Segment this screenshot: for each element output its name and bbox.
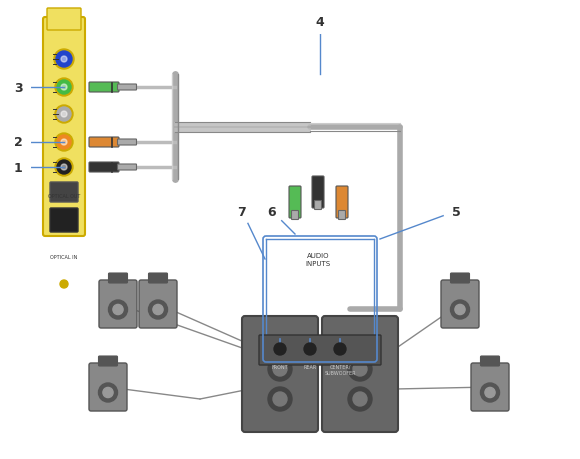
Circle shape <box>148 300 168 319</box>
FancyBboxPatch shape <box>441 280 479 328</box>
Circle shape <box>54 50 74 70</box>
FancyBboxPatch shape <box>451 274 469 283</box>
FancyBboxPatch shape <box>336 187 348 218</box>
Circle shape <box>268 387 292 411</box>
FancyBboxPatch shape <box>148 274 168 283</box>
Circle shape <box>260 200 284 224</box>
FancyBboxPatch shape <box>118 165 136 171</box>
FancyBboxPatch shape <box>139 280 177 328</box>
Circle shape <box>304 343 316 355</box>
Circle shape <box>113 305 123 315</box>
FancyBboxPatch shape <box>50 183 78 202</box>
Circle shape <box>56 52 72 68</box>
FancyBboxPatch shape <box>99 356 118 366</box>
Circle shape <box>61 112 67 118</box>
Circle shape <box>57 81 71 95</box>
Circle shape <box>348 387 372 411</box>
Circle shape <box>60 280 68 288</box>
Circle shape <box>153 305 163 315</box>
FancyBboxPatch shape <box>314 201 321 210</box>
Circle shape <box>444 200 468 224</box>
FancyBboxPatch shape <box>89 138 119 148</box>
Text: 2: 2 <box>13 136 23 149</box>
Text: REAR: REAR <box>303 364 317 369</box>
FancyBboxPatch shape <box>292 211 299 220</box>
Circle shape <box>55 134 73 151</box>
Circle shape <box>108 300 128 319</box>
FancyBboxPatch shape <box>289 187 301 218</box>
FancyBboxPatch shape <box>242 316 318 432</box>
Circle shape <box>230 200 254 224</box>
Circle shape <box>308 10 332 34</box>
Text: 1: 1 <box>13 161 23 174</box>
Circle shape <box>348 357 372 381</box>
Text: 6: 6 <box>268 205 276 218</box>
Circle shape <box>455 305 465 315</box>
Circle shape <box>55 79 73 97</box>
FancyBboxPatch shape <box>471 363 509 411</box>
Circle shape <box>55 106 73 124</box>
FancyBboxPatch shape <box>99 280 137 328</box>
Text: 4: 4 <box>316 16 324 28</box>
FancyBboxPatch shape <box>118 85 136 91</box>
Circle shape <box>353 392 367 406</box>
FancyBboxPatch shape <box>118 140 136 146</box>
Circle shape <box>334 343 346 355</box>
Circle shape <box>480 383 499 402</box>
FancyBboxPatch shape <box>89 83 119 93</box>
FancyBboxPatch shape <box>50 208 78 233</box>
Text: 3: 3 <box>14 81 22 94</box>
Circle shape <box>273 362 287 376</box>
FancyBboxPatch shape <box>89 363 127 411</box>
Text: 7: 7 <box>238 205 246 218</box>
Circle shape <box>451 300 470 319</box>
Text: OPTICAL IN: OPTICAL IN <box>50 254 78 259</box>
Text: 5: 5 <box>452 205 461 218</box>
FancyBboxPatch shape <box>47 9 81 31</box>
FancyBboxPatch shape <box>312 177 324 208</box>
Circle shape <box>57 136 71 150</box>
Circle shape <box>274 343 286 355</box>
Circle shape <box>353 362 367 376</box>
Text: AUDIO
INPUTS: AUDIO INPUTS <box>306 252 331 266</box>
Circle shape <box>61 57 67 63</box>
Circle shape <box>273 392 287 406</box>
Circle shape <box>268 357 292 381</box>
Circle shape <box>6 131 30 155</box>
Text: FRONT: FRONT <box>271 364 288 369</box>
Text: CENTER/
SUBWOOFER: CENTER/ SUBWOOFER <box>324 364 356 375</box>
Circle shape <box>99 383 118 402</box>
Circle shape <box>61 85 67 91</box>
Circle shape <box>61 165 67 171</box>
Circle shape <box>57 161 71 174</box>
Circle shape <box>6 76 30 100</box>
Circle shape <box>485 387 495 398</box>
FancyBboxPatch shape <box>43 18 85 236</box>
Text: OPTICAL OUT: OPTICAL OUT <box>48 194 80 199</box>
Circle shape <box>103 387 113 398</box>
FancyBboxPatch shape <box>322 316 398 432</box>
FancyBboxPatch shape <box>259 335 381 365</box>
Circle shape <box>57 108 71 122</box>
Circle shape <box>61 140 67 146</box>
Circle shape <box>6 156 30 179</box>
FancyBboxPatch shape <box>89 162 119 173</box>
Circle shape <box>55 159 73 177</box>
FancyBboxPatch shape <box>108 274 128 283</box>
FancyBboxPatch shape <box>339 211 346 220</box>
FancyBboxPatch shape <box>480 356 499 366</box>
